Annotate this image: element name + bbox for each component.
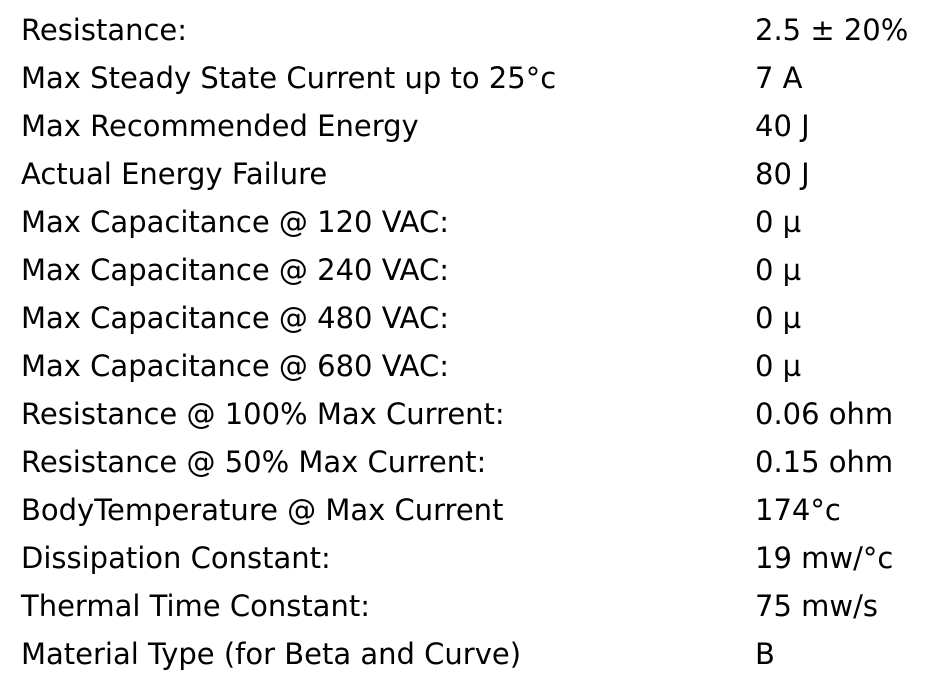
spec-value: 0 µ bbox=[755, 301, 802, 335]
spec-label: Max Capacitance @ 240 VAC: bbox=[21, 253, 450, 287]
spec-row: Resistance: 2.5 ± 20% bbox=[0, 6, 950, 54]
spec-value: 40 J bbox=[755, 109, 810, 143]
spec-row: Material Type (for Beta and Curve) B bbox=[0, 630, 950, 678]
spec-row: Actual Energy Failure 80 J bbox=[0, 150, 950, 198]
spec-row: Max Recommended Energy 40 J bbox=[0, 102, 950, 150]
spec-value: 0 µ bbox=[755, 349, 802, 383]
spec-row: Resistance @ 50% Max Current: 0.15 ohm bbox=[0, 438, 950, 486]
spec-row: Max Capacitance @ 240 VAC: 0 µ bbox=[0, 246, 950, 294]
spec-value: 19 mw/°c bbox=[755, 541, 894, 575]
spec-label: Resistance: bbox=[21, 13, 188, 47]
spec-label: Max Steady State Current up to 25°c bbox=[21, 61, 557, 95]
spec-label: Material Type (for Beta and Curve) bbox=[21, 637, 522, 671]
spec-label: Resistance @ 50% Max Current: bbox=[21, 445, 487, 479]
spec-row: Thermal Time Constant: 75 mw/s bbox=[0, 582, 950, 630]
spec-label: Resistance @ 100% Max Current: bbox=[21, 397, 505, 431]
spec-label: BodyTemperature @ Max Current bbox=[21, 493, 504, 527]
spec-value: 0.15 ohm bbox=[755, 445, 894, 479]
spec-row: Dissipation Constant: 19 mw/°c bbox=[0, 534, 950, 582]
spec-value: 75 mw/s bbox=[755, 589, 878, 623]
spec-row: Max Capacitance @ 480 VAC: 0 µ bbox=[0, 294, 950, 342]
spec-label: Actual Energy Failure bbox=[21, 157, 328, 191]
spec-value: 80 J bbox=[755, 157, 810, 191]
spec-value: 0 µ bbox=[755, 205, 802, 239]
spec-label: Max Capacitance @ 680 VAC: bbox=[21, 349, 450, 383]
spec-value: B bbox=[755, 637, 775, 671]
spec-value: 0 µ bbox=[755, 253, 802, 287]
spec-row: Max Capacitance @ 120 VAC: 0 µ bbox=[0, 198, 950, 246]
spec-label: Max Recommended Energy bbox=[21, 109, 419, 143]
spec-value: 7 A bbox=[755, 61, 803, 95]
spec-value: 174°c bbox=[755, 493, 841, 527]
spec-value: 2.5 ± 20% bbox=[755, 13, 909, 47]
spec-row: BodyTemperature @ Max Current 174°c bbox=[0, 486, 950, 534]
spec-label: Max Capacitance @ 120 VAC: bbox=[21, 205, 450, 239]
spec-row: Max Capacitance @ 680 VAC: 0 µ bbox=[0, 342, 950, 390]
spec-row: Resistance @ 100% Max Current: 0.06 ohm bbox=[0, 390, 950, 438]
spec-label: Thermal Time Constant: bbox=[21, 589, 370, 623]
spec-label: Max Capacitance @ 480 VAC: bbox=[21, 301, 450, 335]
spec-row: Max Steady State Current up to 25°c 7 A bbox=[0, 54, 950, 102]
spec-value: 0.06 ohm bbox=[755, 397, 894, 431]
spec-label: Dissipation Constant: bbox=[21, 541, 331, 575]
